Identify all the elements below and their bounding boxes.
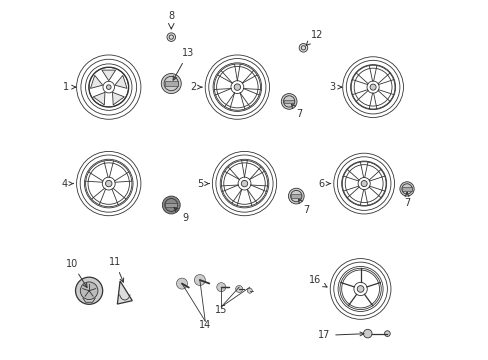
Circle shape: [299, 44, 307, 52]
Circle shape: [247, 288, 252, 293]
Text: 10: 10: [66, 259, 87, 288]
Text: 9: 9: [174, 208, 188, 222]
Circle shape: [194, 275, 205, 285]
Text: 1: 1: [63, 82, 76, 92]
Polygon shape: [112, 92, 124, 105]
Circle shape: [357, 285, 363, 292]
Circle shape: [106, 85, 111, 89]
Circle shape: [80, 282, 98, 300]
Text: 7: 7: [298, 199, 309, 215]
Text: 2: 2: [190, 82, 202, 92]
Text: 6: 6: [318, 179, 330, 189]
Circle shape: [75, 277, 102, 304]
Circle shape: [162, 196, 180, 214]
Text: 5: 5: [197, 179, 209, 189]
Circle shape: [234, 84, 240, 90]
Circle shape: [106, 73, 111, 77]
Circle shape: [241, 180, 247, 187]
Polygon shape: [90, 75, 102, 89]
Text: 7: 7: [291, 104, 302, 119]
Text: 17: 17: [317, 330, 363, 341]
Circle shape: [113, 95, 118, 99]
Circle shape: [118, 81, 122, 86]
Bar: [284, 100, 294, 103]
Text: 15: 15: [215, 305, 227, 315]
Bar: [290, 194, 301, 198]
Text: 16: 16: [308, 275, 326, 287]
Polygon shape: [115, 75, 127, 89]
Bar: [165, 203, 177, 207]
Circle shape: [105, 180, 112, 187]
Circle shape: [161, 73, 181, 94]
Circle shape: [369, 84, 375, 90]
Text: 11: 11: [109, 257, 123, 282]
Text: 12: 12: [305, 30, 322, 45]
Polygon shape: [93, 92, 105, 105]
Circle shape: [216, 283, 225, 292]
Circle shape: [288, 188, 304, 204]
Circle shape: [176, 278, 187, 289]
Circle shape: [99, 95, 104, 99]
Polygon shape: [117, 281, 132, 304]
Text: 14: 14: [199, 320, 211, 330]
Text: 7: 7: [403, 193, 409, 208]
Circle shape: [361, 180, 366, 186]
Circle shape: [166, 33, 175, 41]
Circle shape: [363, 329, 371, 338]
Circle shape: [281, 94, 296, 109]
Text: 4: 4: [61, 179, 73, 189]
Circle shape: [235, 285, 242, 292]
Bar: [402, 187, 411, 190]
Text: 3: 3: [329, 82, 341, 92]
Circle shape: [399, 182, 413, 196]
Text: 13: 13: [173, 48, 194, 80]
Circle shape: [95, 81, 100, 86]
Bar: [164, 81, 178, 86]
Text: 8: 8: [168, 11, 174, 21]
Circle shape: [384, 331, 389, 337]
Polygon shape: [102, 70, 115, 81]
